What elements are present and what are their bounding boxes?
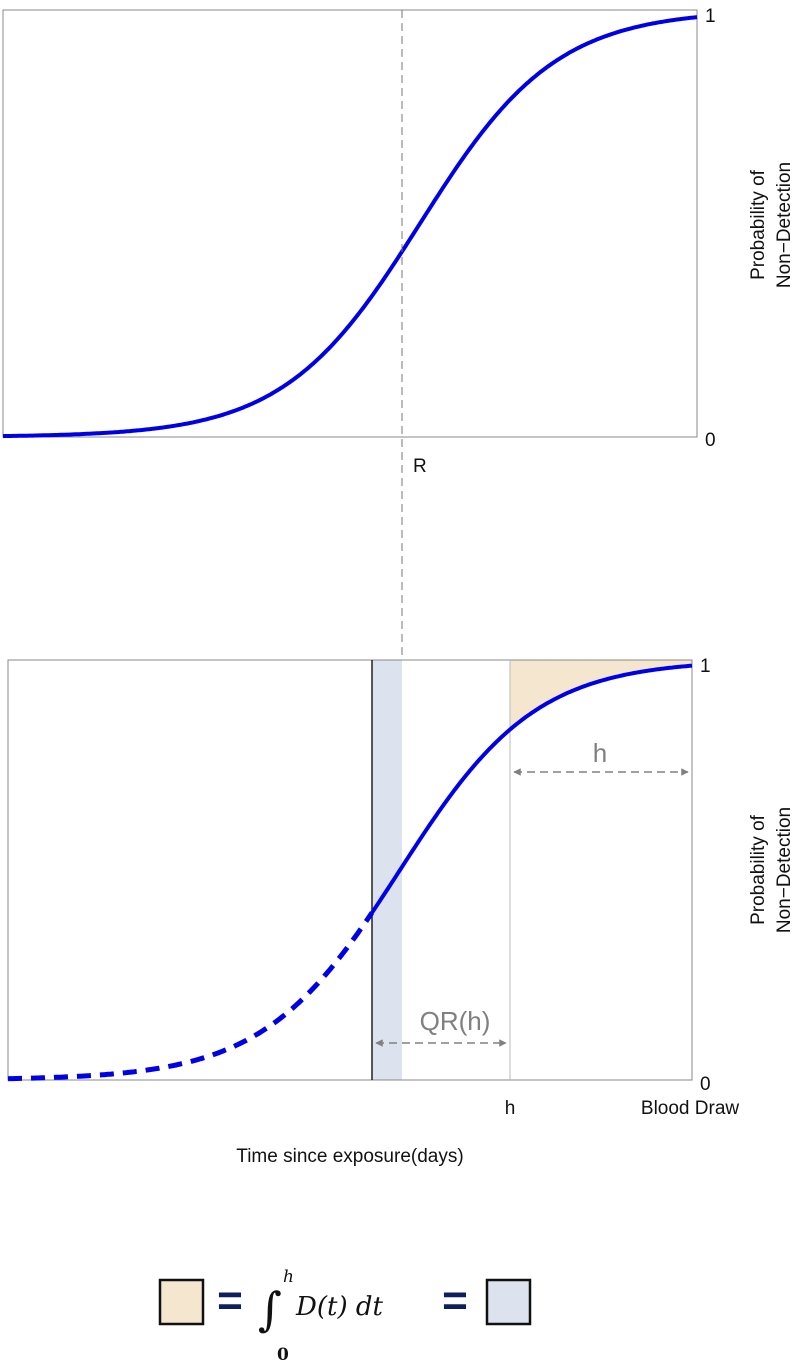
peach-box <box>158 1278 205 1326</box>
blue-box <box>485 1278 532 1326</box>
top-y-min: 0 <box>705 430 716 451</box>
integral-sign: ∫ <box>258 1282 282 1336</box>
y-label-line: Non−Detection <box>774 807 795 933</box>
top-y-label: Probability of Non−Detection <box>748 162 795 288</box>
equals: = <box>442 1276 468 1325</box>
bottom-y-label: Probability of Non−Detection <box>748 807 795 933</box>
qr-label: QR(h) <box>420 1006 491 1036</box>
integral-upper: h <box>283 1267 294 1287</box>
y-label-line: Probability of <box>748 814 769 925</box>
bottom-y-min: 0 <box>700 1074 711 1095</box>
y-label-line: Non−Detection <box>774 162 795 288</box>
bottom-curve <box>370 663 693 914</box>
x-axis-title: Time since exposure(days) <box>236 1146 463 1167</box>
h-label: h <box>505 1098 516 1119</box>
qr-region <box>372 660 402 1080</box>
bottom-frame <box>7 659 693 1081</box>
y-label-line: Probability of <box>748 169 769 280</box>
r-label: R <box>413 456 427 477</box>
tail-region <box>510 660 692 730</box>
bottom-curve-dashed <box>7 911 375 1082</box>
top-curve <box>2 15 698 439</box>
integral-lower: 0 <box>277 1345 289 1365</box>
top-frame <box>2 9 698 438</box>
h-arrow-label: h <box>593 738 607 768</box>
integrand: D(t) dt <box>295 1292 383 1322</box>
equals: = <box>217 1276 243 1325</box>
bottom-y-max: 1 <box>700 656 711 677</box>
blood-draw-label: Blood Draw <box>641 1098 739 1119</box>
top-y-max: 1 <box>705 6 716 27</box>
